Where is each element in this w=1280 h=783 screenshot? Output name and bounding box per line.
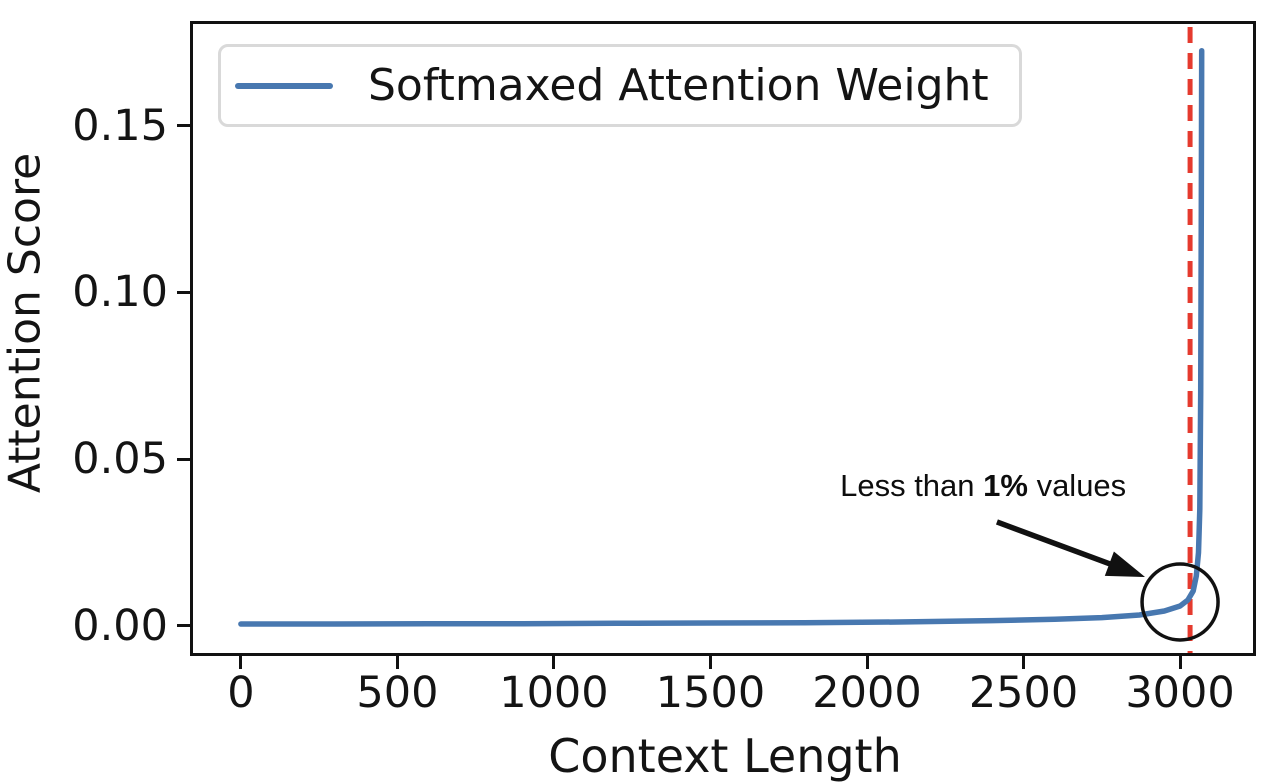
x-tick-mark: [1022, 656, 1026, 669]
x-axis-title: Context Length: [548, 729, 902, 783]
legend-label: Softmaxed Attention Weight: [368, 60, 989, 111]
x-tick-mark: [239, 656, 243, 669]
x-tick-mark: [708, 656, 712, 669]
x-tick-label: 1000: [499, 668, 609, 718]
x-tick-mark: [552, 656, 556, 669]
x-tick-label: 2500: [968, 668, 1079, 718]
annotation-text-part: 1%: [983, 467, 1028, 503]
annotation-text-part: values: [1027, 467, 1127, 503]
y-tick-mark: [177, 457, 190, 461]
chart-canvas: [238, 27, 1220, 653]
legend: Softmaxed Attention Weight: [218, 44, 1022, 127]
y-tick-label: 0.10: [72, 267, 168, 318]
x-tick-label: 0: [227, 668, 255, 718]
annotation-text-part: Less than: [840, 467, 984, 503]
y-tick-label: 0.00: [72, 600, 168, 651]
x-tick-label: 1500: [655, 668, 766, 718]
y-tick-mark: [177, 290, 190, 294]
x-tick-mark: [1178, 656, 1182, 669]
plot-area: Softmaxed Attention Weight Less than 1% …: [190, 21, 1256, 656]
x-tick-label: 500: [356, 668, 439, 718]
legend-line-sample: [235, 82, 333, 89]
y-tick-label: 0.05: [72, 434, 168, 485]
y-tick-mark: [177, 124, 190, 128]
x-tick-mark: [865, 656, 869, 669]
y-tick-label: 0.15: [72, 100, 168, 151]
annotation-arrow-shaft: [995, 519, 1116, 569]
y-tick-mark: [177, 624, 190, 628]
x-tick-label: 3000: [1125, 668, 1235, 718]
attention-weight-line: [238, 47, 1205, 627]
annotation-arrow-head: [1104, 551, 1145, 577]
annotation-text: Less than 1% values: [840, 468, 1126, 504]
highlight-circle: [1140, 562, 1220, 642]
x-tick-mark: [395, 656, 399, 669]
x-tick-label: 2000: [812, 668, 922, 718]
